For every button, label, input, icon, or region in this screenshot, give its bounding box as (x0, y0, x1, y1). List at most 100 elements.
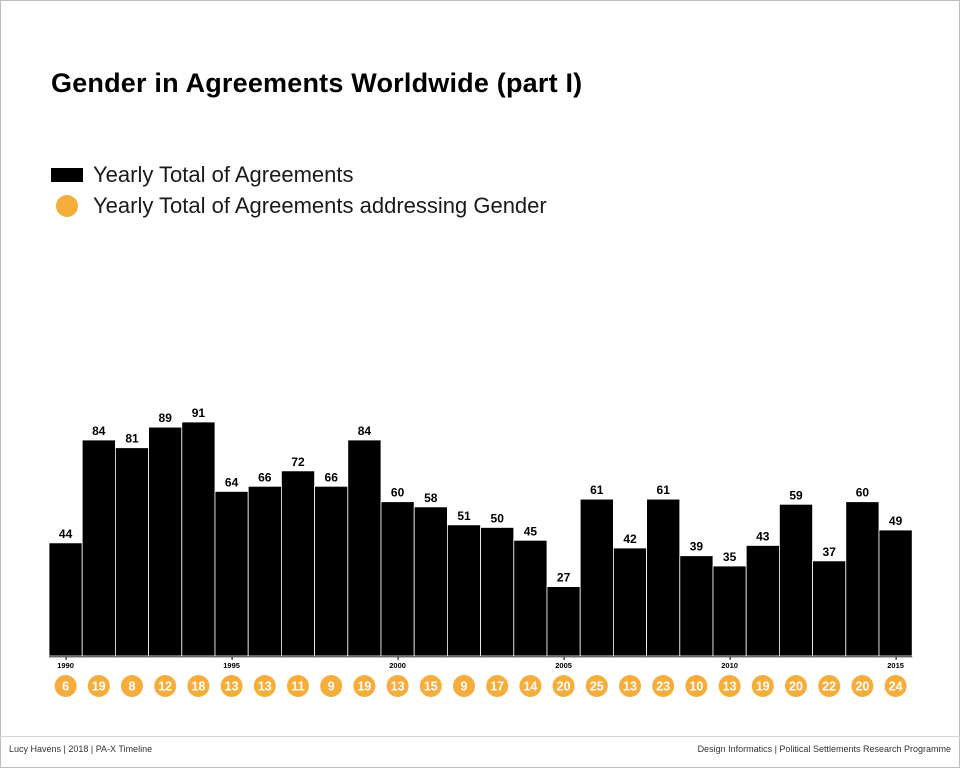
bar-value-label-2009: 39 (690, 540, 704, 554)
gender-circle-1999 (353, 675, 376, 697)
gender-value-label-2014: 20 (855, 680, 869, 694)
gender-value-label-1994: 18 (191, 680, 205, 694)
bar-2008 (646, 498, 681, 657)
bar-value-label-2003: 50 (491, 511, 505, 525)
gender-circle-1995 (220, 675, 243, 697)
gender-circle-2006 (585, 675, 608, 697)
bar-2005 (546, 586, 581, 657)
gender-value-label-1993: 12 (158, 680, 172, 694)
bar-1997 (280, 470, 315, 657)
gender-circle-1996 (253, 675, 276, 697)
gender-value-label-1996: 13 (258, 680, 272, 694)
gender-circle-1992 (121, 675, 143, 697)
chart-legend: Yearly Total of Agreements Yearly Total … (51, 160, 547, 222)
bar-value-label-1998: 66 (325, 470, 339, 484)
gender-value-label-2002: 9 (461, 680, 468, 694)
bar-value-label-2000: 60 (391, 486, 405, 500)
legend-entry-total: Yearly Total of Agreements (51, 160, 547, 190)
gender-value-label-1998: 9 (328, 680, 335, 694)
bar-2000 (380, 501, 415, 657)
gender-circle-2008 (652, 675, 675, 697)
bar-value-label-2008: 61 (657, 483, 671, 497)
bar-value-label-2002: 51 (457, 509, 471, 523)
bar-1994 (181, 421, 216, 657)
x-tick-label-1990: 1990 (57, 661, 74, 670)
gender-circle-1993 (154, 675, 177, 697)
bar-value-label-2001: 58 (424, 491, 438, 505)
gender-circle-2012 (785, 675, 807, 697)
bar-value-label-1992: 81 (125, 432, 139, 446)
bar-1998 (314, 485, 349, 657)
gender-circle-2002 (453, 675, 475, 697)
bar-1996 (247, 485, 282, 657)
bar-value-label-2010: 35 (723, 550, 737, 564)
bar-value-label-2007: 42 (623, 532, 637, 546)
gender-circle-1998 (320, 675, 343, 697)
bar-value-label-1994: 91 (192, 406, 206, 420)
bar-2004 (513, 539, 548, 657)
gender-circle-1994 (187, 675, 210, 697)
bar-chart: 44 1990 6 84 19 81 8 89 12 91 18 64 1995 13 66 13 72 11 66… (48, 406, 913, 697)
gender-circle-1997 (287, 675, 309, 697)
bar-2001 (413, 506, 448, 657)
gender-circle-2010 (718, 675, 741, 697)
bar-2011 (745, 545, 780, 657)
gender-circle-2009 (685, 675, 708, 697)
bar-1999 (347, 439, 382, 657)
gender-circle-2000 (386, 675, 409, 697)
gender-value-label-2013: 22 (822, 680, 836, 694)
bar-1991 (81, 439, 116, 657)
gender-circle-2011 (751, 675, 774, 697)
bar-value-label-2006: 61 (590, 483, 604, 497)
bar-value-label-2004: 45 (524, 524, 538, 538)
gender-circle-2015 (884, 675, 907, 697)
gender-value-label-2001: 15 (424, 680, 438, 694)
bar-2006 (579, 498, 614, 657)
bar-2003 (480, 527, 515, 657)
legend-rect-swatch (51, 168, 83, 182)
x-tick-label-1995: 1995 (223, 661, 240, 670)
gender-value-label-2004: 14 (523, 680, 537, 694)
gender-circle-2007 (619, 675, 641, 697)
bar-value-label-1990: 44 (59, 527, 73, 541)
bar-2014 (845, 501, 880, 657)
gender-circle-1991 (87, 675, 110, 697)
bar-2009 (679, 555, 714, 657)
bar-1990 (48, 542, 83, 657)
bar-2007 (613, 547, 648, 657)
gender-value-label-2011: 19 (756, 680, 770, 694)
bar-2012 (779, 503, 814, 657)
bar-value-label-1996: 66 (258, 470, 272, 484)
gender-circle-2014 (851, 675, 874, 697)
bar-value-label-2011: 43 (756, 529, 770, 543)
gender-circle-2003 (486, 675, 509, 697)
bar-2015 (878, 529, 913, 657)
legend-entry-gender: Yearly Total of Agreements addressing Ge… (51, 191, 547, 221)
bar-value-label-1999: 84 (358, 424, 372, 438)
gender-circle-2004 (519, 675, 542, 697)
gender-value-label-2012: 20 (789, 680, 803, 694)
gender-value-label-1997: 11 (291, 680, 304, 694)
bar-2010 (712, 565, 747, 657)
bar-value-label-2014: 60 (856, 486, 870, 500)
bar-1993 (148, 426, 183, 657)
gender-circle-2013 (818, 675, 841, 697)
bar-value-label-1991: 84 (92, 424, 106, 438)
bar-value-label-2015: 49 (889, 514, 903, 528)
legend-label-gender: Yearly Total of Agreements addressing Ge… (93, 193, 547, 218)
gender-circle-2005 (552, 675, 575, 697)
chart-title: Gender in Agreements Worldwide (part I) (51, 68, 583, 98)
footer-divider (0, 736, 960, 737)
bar-value-label-1997: 72 (291, 455, 305, 469)
gender-value-label-2009: 10 (689, 680, 703, 694)
bar-value-label-2012: 59 (789, 488, 803, 502)
gender-value-label-1990: 6 (62, 680, 69, 694)
x-tick-label-2000: 2000 (389, 661, 406, 670)
gender-value-label-1995: 13 (225, 680, 239, 694)
x-tick-label-2005: 2005 (555, 661, 572, 670)
gender-value-label-2003: 17 (490, 680, 504, 694)
gender-value-label-2010: 13 (723, 680, 737, 694)
bar-value-label-2013: 37 (823, 545, 837, 559)
bar-1992 (115, 447, 150, 657)
gender-value-label-1999: 19 (357, 680, 371, 694)
